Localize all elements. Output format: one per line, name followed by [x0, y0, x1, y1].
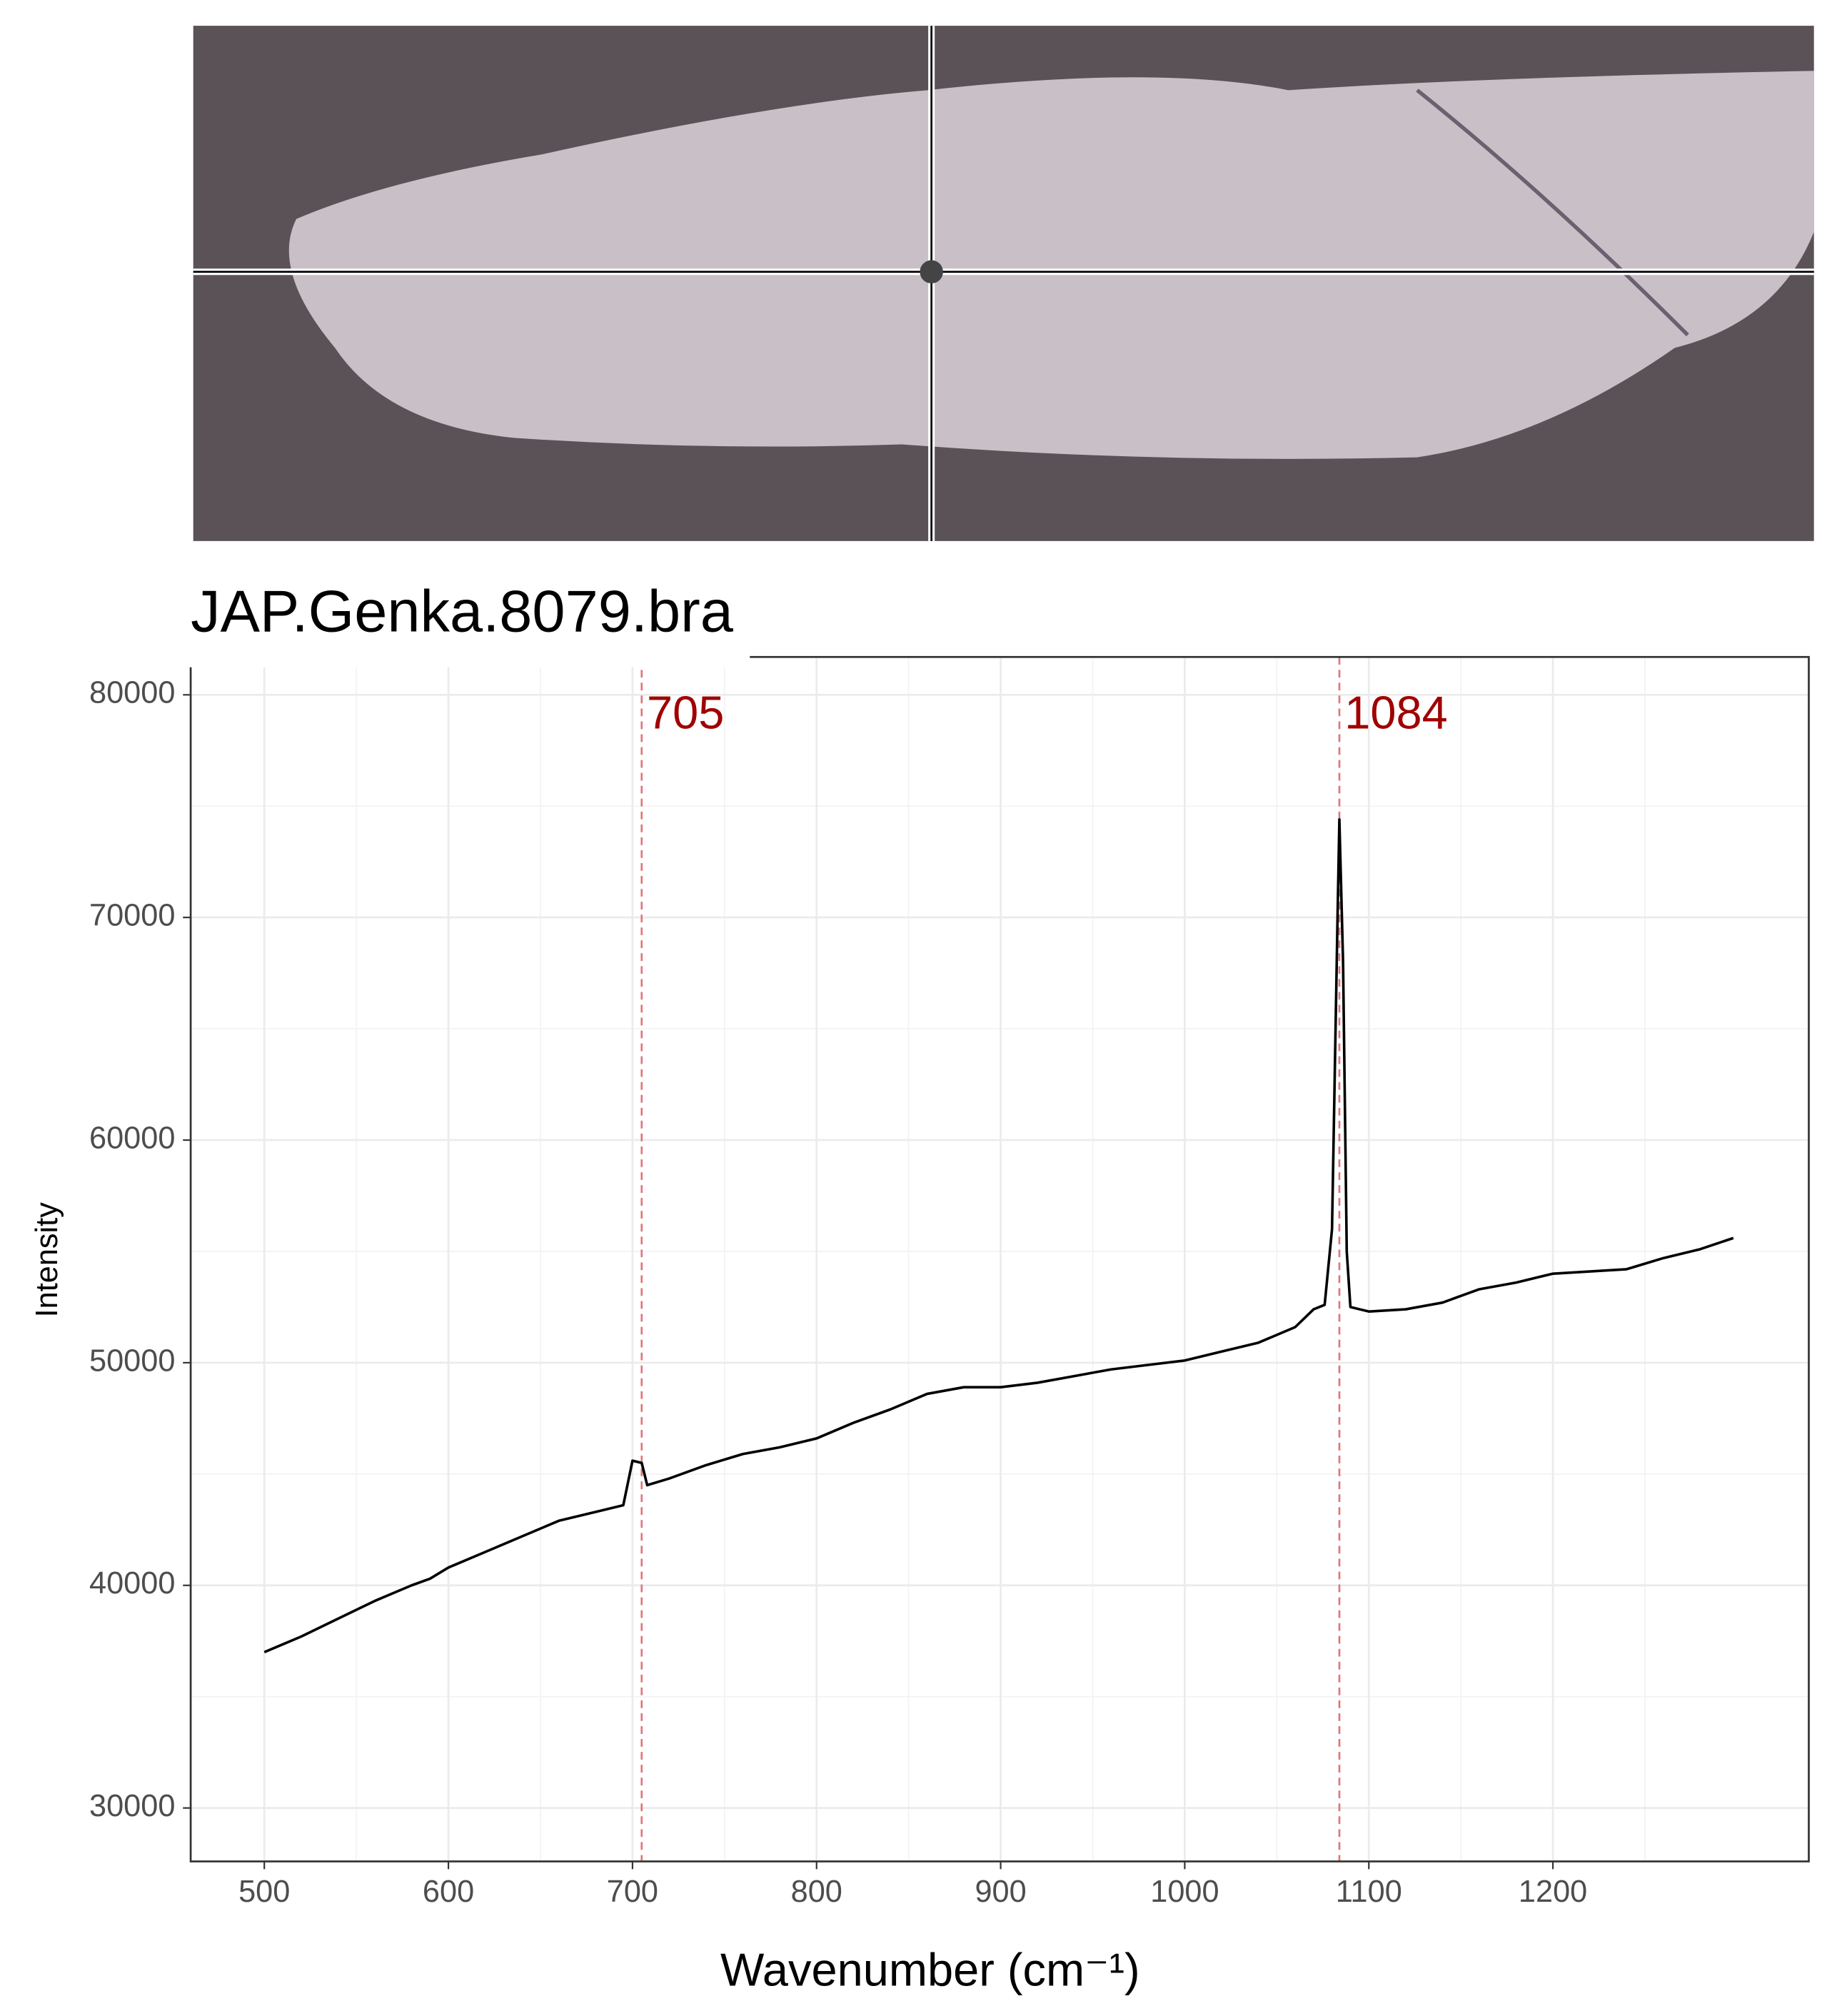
y-tick-label: 80000 — [89, 676, 175, 710]
peak-label: 705 — [647, 686, 724, 738]
x-tick-label: 900 — [975, 1875, 1026, 1909]
x-tick-label: 1200 — [1519, 1875, 1587, 1909]
plot: 30000 40000 50000 60000 70000 80000 500 600 700 8… — [89, 655, 1810, 1909]
micrograph-crack — [1416, 89, 1689, 337]
y-tick-label: 40000 — [89, 1566, 175, 1601]
spectrum-line — [263, 818, 1734, 1653]
crosshair-center — [920, 260, 943, 283]
x-tick-label: 1100 — [1336, 1875, 1402, 1909]
title-box — [180, 566, 750, 667]
x-tick-label: 600 — [423, 1875, 474, 1909]
y-tick-label: 70000 — [89, 899, 175, 933]
x-tick-label: 1000 — [1150, 1875, 1219, 1909]
chart-title: JAP.Genka.8079.bra — [191, 578, 734, 644]
x-tick-label: 700 — [607, 1875, 658, 1909]
y-tick-label: 60000 — [89, 1121, 175, 1155]
peak-label: 1084 — [1344, 686, 1447, 738]
y-tick-label: 30000 — [89, 1789, 175, 1823]
y-axis-label: Intensity — [30, 1202, 64, 1318]
x-tick-label: 800 — [791, 1875, 842, 1909]
micrograph-grain — [288, 71, 1814, 459]
panel-border — [189, 655, 1810, 1863]
x-tick-label: 500 — [238, 1875, 290, 1909]
x-axis-label: Wavenumber (cm⁻¹) — [720, 1944, 1140, 1996]
micrograph — [193, 26, 1814, 541]
y-tick-label: 50000 — [89, 1344, 175, 1378]
